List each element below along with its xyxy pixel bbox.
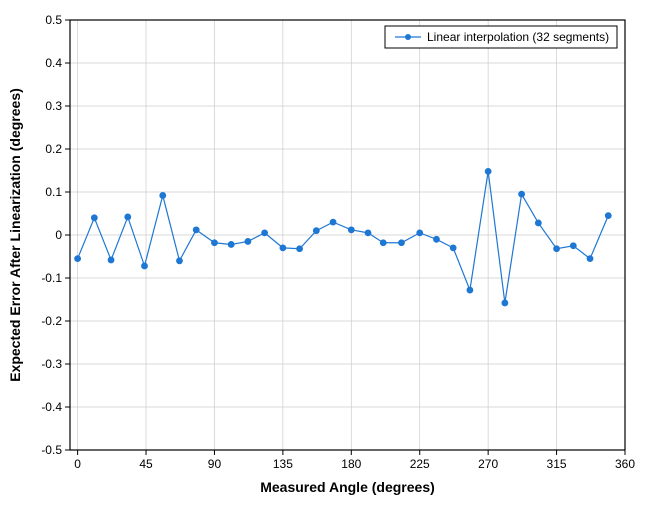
y-tick-label: -0.2 xyxy=(41,314,62,328)
y-tick-label: 0.3 xyxy=(45,99,62,113)
series-marker xyxy=(330,219,336,225)
series-marker xyxy=(125,214,131,220)
y-tick-label: 0.4 xyxy=(45,56,62,70)
series-marker xyxy=(297,246,303,252)
x-tick-label: 360 xyxy=(615,457,635,471)
y-tick-label: 0.5 xyxy=(45,13,62,27)
x-tick-label: 225 xyxy=(410,457,430,471)
series-marker xyxy=(280,245,286,251)
series-marker xyxy=(398,240,404,246)
series-marker xyxy=(417,230,423,236)
y-tick-label: -0.1 xyxy=(41,271,62,285)
x-axis-label: Measured Angle (degrees) xyxy=(260,479,435,495)
series-marker xyxy=(433,236,439,242)
series-marker xyxy=(193,227,199,233)
series-marker xyxy=(502,300,508,306)
series-marker xyxy=(587,256,593,262)
series-marker xyxy=(91,215,97,221)
chart-container: 0 45 90 135 180 225 270 315 360 -0.5 -0.4 -0.3 -0.2 -… xyxy=(0,0,650,507)
y-tick-label: -0.4 xyxy=(41,400,62,414)
series-marker xyxy=(348,227,354,233)
y-tick-label: -0.5 xyxy=(41,443,62,457)
series-marker xyxy=(176,258,182,264)
series-marker xyxy=(75,256,81,262)
series-marker xyxy=(535,220,541,226)
x-tick-label: 315 xyxy=(547,457,567,471)
legend-label: Linear interpolation (32 segments) xyxy=(427,30,609,44)
series-marker xyxy=(142,263,148,269)
y-tick-label: 0.2 xyxy=(45,142,62,156)
series-marker xyxy=(570,243,576,249)
x-tick-label: 0 xyxy=(74,457,81,471)
y-tick-label: 0 xyxy=(55,228,62,242)
series-marker xyxy=(262,230,268,236)
series-marker xyxy=(380,240,386,246)
series-marker xyxy=(365,230,371,236)
series-marker xyxy=(313,228,319,234)
x-tick-label: 90 xyxy=(208,457,222,471)
series-marker xyxy=(245,238,251,244)
series-marker xyxy=(108,257,114,263)
y-tick-label: -0.3 xyxy=(41,357,62,371)
series-marker xyxy=(467,287,473,293)
series-marker xyxy=(228,241,234,247)
series-marker xyxy=(450,245,456,251)
y-axis-label: Expected Error After Linearization (degr… xyxy=(7,88,23,382)
series-marker xyxy=(519,191,525,197)
legend-marker-icon xyxy=(405,34,411,40)
series-marker xyxy=(211,240,217,246)
x-tick-label: 270 xyxy=(478,457,498,471)
series-marker xyxy=(605,213,611,219)
x-tick-label: 135 xyxy=(273,457,293,471)
series-marker xyxy=(160,192,166,198)
series-marker xyxy=(485,168,491,174)
line-chart: 0 45 90 135 180 225 270 315 360 -0.5 -0.4 -0.3 -0.2 -… xyxy=(0,0,650,507)
y-tick-label: 0.1 xyxy=(45,185,62,199)
series-marker xyxy=(554,246,560,252)
x-tick-label: 45 xyxy=(139,457,153,471)
x-tick-label: 180 xyxy=(341,457,361,471)
